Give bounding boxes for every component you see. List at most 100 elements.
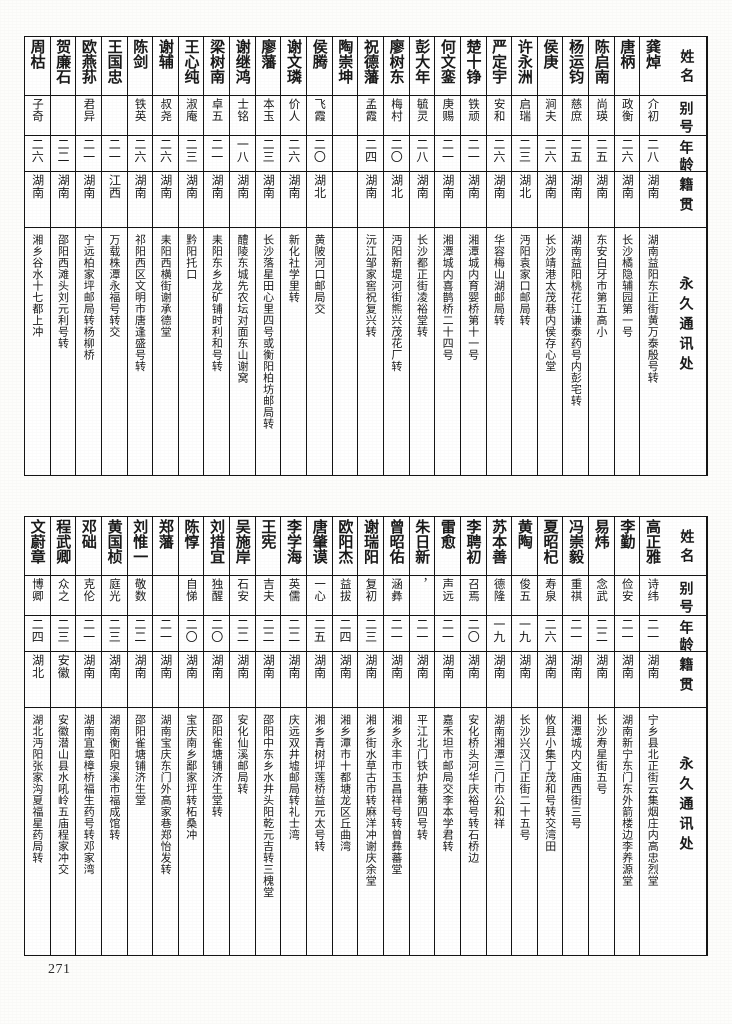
entry-origin-cell: 湖南 — [537, 651, 563, 707]
entry-alias-cell: 涧夫 — [537, 95, 563, 135]
entry-address-cell: 湖南宜章樟桥福生药号转邓家湾 — [76, 707, 101, 955]
entry-age-cell: 二五 — [589, 135, 614, 171]
entry-alias-text: 本玉 — [261, 98, 276, 122]
entry-address-cell: 嘉禾坦市邮局交李本学君转 — [435, 707, 460, 955]
entry-origin-cell — [332, 171, 358, 227]
entry-name-cell: 许永洲 — [512, 37, 537, 95]
entry-name-cell: 周枯 — [25, 37, 50, 95]
entry-name-cell: 唐柄 — [615, 37, 640, 95]
entry-name-text: 廖树东 — [387, 39, 406, 84]
row-label-name: 姓名 — [665, 37, 706, 95]
entry-age-cell: 二〇 — [204, 615, 230, 651]
entry-alias-text: 一心 — [313, 578, 328, 602]
directory-entry-column: 吴施岸 石安 二二 湖南 安化仙溪邮局转 — [229, 517, 255, 955]
entry-address-text: 邵阳雀塘铺济生堂 — [133, 714, 147, 806]
entry-alias-cell: 召焉 — [460, 575, 486, 615]
entry-name-cell: 彭大年 — [410, 37, 435, 95]
entry-age-text: 二六 — [620, 138, 635, 163]
entry-address-cell: 湘潭城内喜鹊桥二十四号 — [435, 227, 460, 475]
entry-alias-text: 慈庶 — [569, 98, 584, 122]
directory-entry-column: 何文銮 庚赐 二一 湖南 湘潭城内喜鹊桥二十四号 — [434, 37, 460, 475]
entry-alias-text: 涵彝 — [390, 578, 405, 602]
entry-address-cell: 长沙都正街凌裕堂转 — [409, 227, 435, 475]
directory-entry-column: 程武卿 众之 二三 安徽 安徽潜山县水吼岭五庙程家冲交 — [49, 517, 76, 955]
entry-address-cell: 宁远柏家坪邮局转杨柳桥 — [76, 227, 101, 475]
entry-address-text: 湖南宝庆东门外高家巷郑怡发转 — [159, 714, 173, 875]
entry-age-text: 二四 — [363, 138, 378, 163]
entry-alias-cell: 诗纬 — [640, 575, 665, 615]
entry-origin-text: 湖南 — [133, 654, 148, 679]
directory-entry-column: 谢文璘 价人 二六 湖南 新化社学里转 — [280, 37, 307, 475]
directory-entry-column: 彭大年 毓灵 二八 湖南 长沙都正街凌裕堂转 — [408, 37, 435, 475]
entry-alias-text: 益拔 — [338, 578, 353, 602]
entry-address-text: 祁阳西区文明市唐逢盛号转 — [133, 234, 147, 372]
entry-name-text: 雷愈 — [438, 519, 457, 549]
directory-entry-column: 冯崇毅 重祺 二一 湖南 湘潭城内文庙西街三号 — [562, 517, 589, 955]
entry-address-text: 安徽潜山县水吼岭五庙程家冲交 — [56, 714, 70, 875]
entry-address-cell: 沔阳袁家口邮局转 — [512, 227, 537, 475]
entry-name-cell: 谢文璘 — [281, 37, 306, 95]
entry-alias-cell: 俭安 — [614, 575, 640, 615]
entry-origin-cell: 湖南 — [281, 651, 307, 707]
entry-origin-cell: 湖南 — [435, 651, 460, 707]
entry-age-text: 二〇 — [466, 618, 481, 643]
entry-name-text: 苏本善 — [490, 519, 509, 564]
entry-name-text: 唐柄 — [618, 39, 637, 69]
entry-alias-cell: 石安 — [230, 575, 255, 615]
entry-age-text: 二一 — [440, 138, 455, 163]
entry-age-cell: 二二 — [50, 135, 76, 171]
directory-entry-column: 李学海 英儒 二二 湖南 庆远双井墟邮局转礼士湾 — [280, 517, 307, 955]
entry-origin-cell: 湖南 — [127, 171, 153, 227]
entry-address-cell: 沅江邹家窖祝复兴转 — [358, 227, 383, 475]
entry-name-cell: 雷愈 — [435, 517, 460, 575]
entry-name-cell: 刘措宜 — [204, 517, 229, 575]
entry-origin-text: 湖南 — [235, 174, 250, 199]
entry-address-cell: 湘乡永丰市玉昌祥号转曾彝蕃堂 — [383, 707, 409, 955]
entry-alias-cell — [50, 95, 76, 135]
entry-origin-text: 湖南 — [107, 654, 122, 679]
entry-alias-text: 君异 — [82, 98, 97, 122]
entry-address-text: 湘乡街水草古市转麻洋冲谢庆余堂 — [364, 714, 378, 887]
entry-alias-cell: 克伦 — [76, 575, 101, 615]
entry-name-cell: 楚十铮 — [461, 37, 486, 95]
directory-entry-column: 廖树东 梅村 二〇 湖北 沔阳新堤河街熊兴茂花厂转 — [382, 37, 409, 475]
entry-name-text: 李聘初 — [464, 519, 483, 564]
entry-name-text: 祝德藩 — [361, 39, 380, 84]
entry-address-cell: 邵阳雀塘铺济生堂转 — [204, 707, 230, 955]
entry-address-cell: 湖北沔阳张家沟夏福星药局转 — [24, 707, 50, 955]
entry-age-text: 二六 — [543, 618, 558, 643]
entry-address-text: 万载株潭永福号转交 — [107, 234, 121, 338]
entry-age-cell: 二五 — [307, 615, 332, 651]
entry-origin-cell: 湖南 — [153, 651, 178, 707]
entry-name-text: 黄陶 — [515, 519, 534, 549]
entry-name-text: 杨运钧 — [567, 39, 586, 84]
entry-name-cell: 刘惟一 — [128, 517, 153, 575]
entry-origin-text: 湖南 — [210, 174, 225, 199]
entry-alias-cell: 德隆 — [486, 575, 512, 615]
entry-alias-text: 复初 — [364, 578, 379, 602]
entry-alias-text: 重祺 — [569, 578, 584, 602]
row-label-address: 永久通讯处 — [665, 707, 706, 955]
entry-age-cell: 一八 — [230, 135, 255, 171]
directory-entry-column: 刘措宜 独醒 二〇 湖南 邵阳雀塘铺济生堂转 — [203, 517, 230, 955]
entry-alias-cell: 卓五 — [204, 95, 230, 135]
entry-origin-cell: 湖南 — [486, 651, 512, 707]
entry-origin-cell: 湖北 — [383, 171, 409, 227]
entry-origin-cell: 湖南 — [76, 171, 101, 227]
entry-address-cell: 醴陵东城先农坛对面东山谢窝 — [230, 227, 255, 475]
entry-alias-cell: 庚赐 — [435, 95, 460, 135]
entry-age-text: 二三 — [107, 618, 122, 643]
entry-age-cell: 二二 — [255, 615, 281, 651]
entry-origin-cell: 湖南 — [640, 651, 665, 707]
entry-origin-cell: 湖南 — [435, 171, 460, 227]
row-label-origin: 籍贯 — [665, 651, 706, 707]
entry-age-text: 二〇 — [389, 138, 404, 163]
entry-name-text: 文蔚章 — [28, 519, 47, 564]
entry-address-text: 湘乡永丰市玉昌祥号转曾彝蕃堂 — [389, 714, 403, 875]
entry-name-cell: 王心纯 — [179, 37, 204, 95]
entry-age-cell: 二一 — [640, 615, 665, 651]
entry-name-cell: 李学海 — [281, 517, 306, 575]
entry-address-cell: 湘乡街水草古市转麻洋冲谢庆余堂 — [358, 707, 383, 955]
entry-origin-cell: 湖南 — [563, 651, 589, 707]
